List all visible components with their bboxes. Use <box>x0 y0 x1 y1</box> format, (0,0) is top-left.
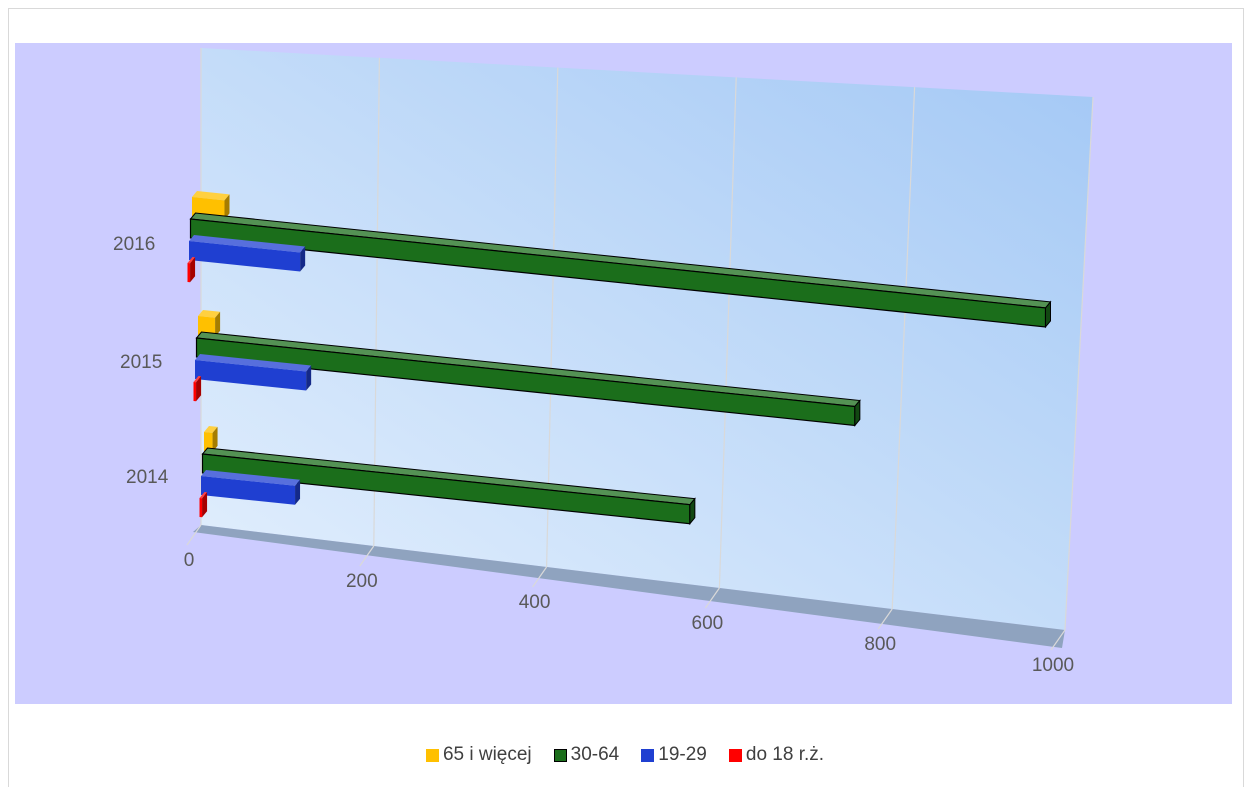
bar-2015-do-18-r.ż. <box>193 376 202 402</box>
floor-gridline <box>186 524 202 546</box>
category-label: 2015 <box>120 352 162 373</box>
floor-gridline <box>877 608 893 630</box>
value-tick-labels: 0 200 400 600 800 1000 <box>184 550 1074 676</box>
bar-2014-19-29 <box>201 470 301 505</box>
legend-label: 65 i więcej <box>442 744 532 765</box>
x-tick-label: 1000 <box>1032 655 1074 676</box>
legend-swatch <box>553 748 567 762</box>
legend: 65 i więcej 30-64 19-29 do 18 r.ż. <box>0 744 1250 766</box>
bar-front-face <box>187 263 191 283</box>
floor-gridline <box>532 566 548 588</box>
category-labels: 2014 2015 2016 <box>113 234 169 488</box>
legend-item: 65 i więcej <box>425 744 532 766</box>
gridline <box>373 57 380 547</box>
bar-2015-65-i-więcej <box>198 310 221 337</box>
legend-swatch <box>641 748 655 762</box>
bar-2014-do-18-r.ż. <box>199 492 208 518</box>
bar-2014-65-i-więcej <box>204 426 218 452</box>
legend-item: 19-29 <box>641 744 707 766</box>
bar-front-face <box>199 498 203 518</box>
floor-gridline <box>1050 629 1066 651</box>
bar-top-face <box>199 492 208 499</box>
bar-top-face <box>195 354 312 372</box>
bar-top-face <box>198 310 221 318</box>
bar-side-face <box>854 399 861 427</box>
bar-side-face <box>300 246 306 272</box>
x-tick-label: 600 <box>692 613 724 634</box>
bar-2016-do-18-r.ż. <box>187 257 196 283</box>
bar-2016-30-64 <box>189 212 1052 329</box>
bar-top-face <box>192 191 230 201</box>
x-tick-label: 200 <box>346 571 378 592</box>
x-tick-label: 0 <box>184 550 195 571</box>
bar-2014-30-64 <box>201 447 696 526</box>
bar-front-face <box>204 432 213 452</box>
legend-item: 30-64 <box>553 744 620 766</box>
bar-2015-30-64 <box>195 331 861 427</box>
floor-gridline <box>359 545 375 567</box>
bar-side-face <box>212 426 218 452</box>
bar-side-face <box>224 194 230 220</box>
legend-label: 30-64 <box>570 744 620 765</box>
bar-side-face <box>306 365 312 391</box>
gridline <box>891 87 916 610</box>
bar-top-face <box>187 257 196 264</box>
bar-front-face <box>201 476 296 505</box>
bar-2015-19-29 <box>195 354 312 391</box>
legend-swatch <box>728 748 742 762</box>
bar-2016-19-29 <box>189 235 306 272</box>
bar-top-face <box>201 470 301 486</box>
bar-side-face <box>190 257 196 283</box>
bar-top-face <box>204 426 218 433</box>
category-label: 2016 <box>113 234 155 255</box>
bar-side-face <box>196 376 202 402</box>
bar-side-face <box>215 311 221 337</box>
legend-swatch <box>425 748 439 762</box>
bar-front-face <box>195 360 307 391</box>
bar-side-face <box>1045 300 1051 329</box>
x-tick-label: 800 <box>864 634 896 655</box>
bar-top-face <box>193 376 202 383</box>
bar-front-face <box>193 382 197 402</box>
floor <box>193 525 1065 648</box>
bar-side-face <box>202 492 208 518</box>
chart-frame <box>8 8 1244 787</box>
bar-top-face <box>189 235 306 253</box>
bars <box>187 191 1052 526</box>
bar-front-face <box>189 241 301 272</box>
floor-gridline <box>704 587 720 609</box>
bar-side-face <box>689 497 696 526</box>
legend-item: do 18 r.ż. <box>728 744 825 766</box>
legend-label: do 18 r.ż. <box>745 744 825 765</box>
gridline <box>1064 96 1094 631</box>
bar-side-face <box>295 479 301 505</box>
legend-label: 19-29 <box>658 744 707 765</box>
category-label: 2014 <box>126 467 169 488</box>
gridlines <box>186 48 1094 651</box>
x-tick-label: 400 <box>519 592 551 613</box>
gridline <box>718 77 737 589</box>
